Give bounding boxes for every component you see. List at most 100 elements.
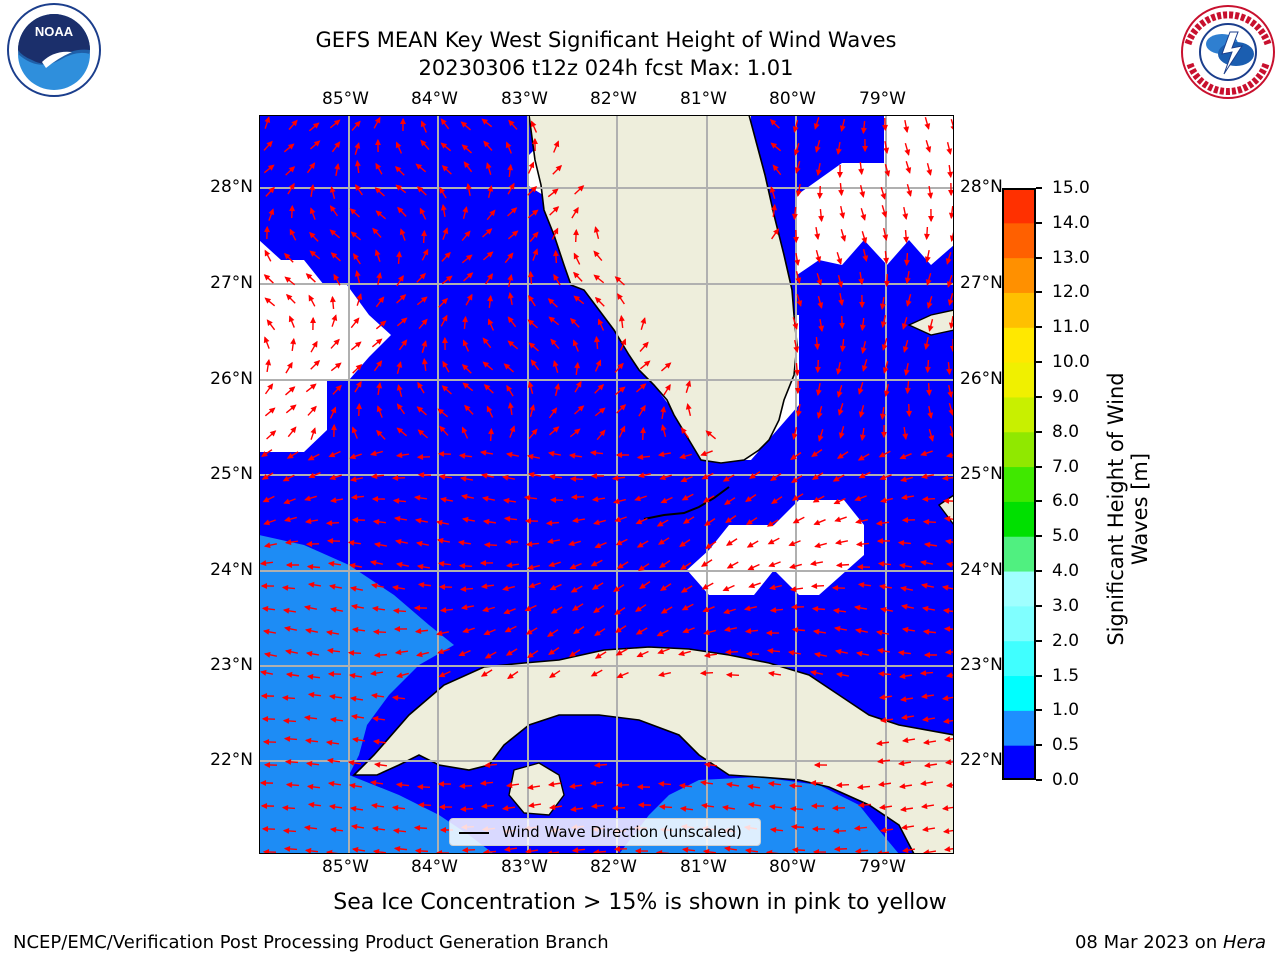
wave-direction-arrowhead xyxy=(396,427,404,434)
colorbar-frame xyxy=(1002,188,1036,780)
wave-direction-arrowhead xyxy=(614,276,622,283)
colorbar-segment xyxy=(1002,396,1036,433)
wave-direction-arrowhead xyxy=(441,314,448,322)
wave-direction-arrowhead xyxy=(919,670,927,677)
wave-direction-arrowhead xyxy=(902,346,909,353)
wave-direction-arrowhead xyxy=(791,495,799,501)
wave-direction-arrowhead xyxy=(791,846,799,853)
wave-direction-arrowhead xyxy=(459,475,467,482)
wave-direction-arrowhead xyxy=(306,563,314,570)
wave-direction-arrowhead xyxy=(265,358,272,366)
wave-direction-arrowhead xyxy=(370,582,378,589)
wave-direction-arrowhead xyxy=(529,404,536,411)
wave-direction-arrowhead xyxy=(351,736,359,743)
wave-direction-arrowhead xyxy=(812,496,820,503)
lat-tick-left-25n: 25°N xyxy=(210,464,253,484)
wave-direction-arrowhead xyxy=(922,739,930,746)
wave-direction-arrowhead xyxy=(877,670,885,677)
wave-direction-arrowhead xyxy=(925,279,932,286)
map-title: GEFS MEAN Key West Significant Height of… xyxy=(315,28,897,52)
wave-direction-arrowhead xyxy=(548,561,555,568)
wave-direction-arrowhead xyxy=(329,606,337,613)
wave-direction-arrowhead xyxy=(305,650,313,657)
lat-tick-left-24n: 24°N xyxy=(210,560,253,580)
wave-direction-arrowhead xyxy=(568,540,575,547)
wave-direction-arrowhead xyxy=(573,628,580,635)
wave-direction-arrowhead xyxy=(942,828,950,835)
wave-direction-arrowhead xyxy=(876,647,884,654)
wave-direction-arrowhead xyxy=(394,649,402,656)
map-legend: Wind Wave Direction (unscaled) xyxy=(449,818,761,846)
wave-direction-arrowhead xyxy=(881,344,888,351)
wave-direction-arrowhead xyxy=(375,338,383,345)
wave-direction-arrowhead xyxy=(305,760,313,767)
wave-direction-arrowhead xyxy=(487,318,494,326)
legend-label: Wind Wave Direction (unscaled) xyxy=(502,823,742,841)
wave-direction-arrowhead xyxy=(370,450,377,457)
wave-direction-arrowhead xyxy=(483,140,490,148)
wave-direction-arrowhead xyxy=(330,252,338,259)
wave-direction-arrowhead xyxy=(376,271,383,279)
wave-direction-arrowhead xyxy=(664,362,672,369)
lon-tick-bottom-80w: 80°W xyxy=(769,857,816,877)
wave-direction-arrowhead xyxy=(790,823,798,830)
wave-direction-arrowhead xyxy=(590,473,598,479)
wave-direction-arrowhead xyxy=(461,144,469,151)
wave-direction-arrowhead xyxy=(835,368,842,376)
wave-direction-arrowhead xyxy=(903,236,910,244)
wave-direction-arrowhead xyxy=(923,652,931,658)
wave-direction-arrowhead xyxy=(619,404,627,411)
lon-tick-top-79w: 79°W xyxy=(859,89,906,109)
wave-direction-arrowhead xyxy=(928,435,935,442)
wave-direction-arrowhead xyxy=(875,740,883,747)
wave-direction-arrowhead xyxy=(948,189,954,197)
wave-direction-arrowhead xyxy=(282,607,290,614)
wave-direction-arrowhead xyxy=(703,629,710,636)
wave-direction-arrowhead xyxy=(437,408,445,415)
colorbar-segment xyxy=(1002,640,1036,677)
wave-direction-arrowhead xyxy=(924,366,931,374)
wave-direction-arrowhead xyxy=(482,361,490,368)
wave-direction-arrowhead xyxy=(548,316,556,323)
wave-direction-arrowhead xyxy=(416,563,424,570)
wave-direction-arrowhead xyxy=(439,607,447,614)
wave-direction-arrowhead xyxy=(635,606,642,612)
wave-direction-arrowhead xyxy=(552,249,559,257)
wave-direction-arrowhead xyxy=(420,120,427,128)
wave-direction-arrowhead xyxy=(391,694,399,701)
wave-direction-arrowhead xyxy=(445,275,453,282)
wave-direction-arrowhead xyxy=(903,369,910,377)
wave-direction-arrowhead xyxy=(396,403,403,410)
wave-direction-arrowhead xyxy=(680,586,688,593)
wave-direction-arrowhead xyxy=(483,384,491,391)
wave-direction-arrowhead xyxy=(590,560,598,567)
wave-direction-arrowhead xyxy=(767,780,775,787)
wave-direction-arrowhead xyxy=(263,519,271,526)
wave-direction-arrowhead xyxy=(597,383,605,391)
wave-direction-arrowhead xyxy=(508,182,515,190)
wave-direction-arrowhead xyxy=(614,627,622,633)
colorbar-segment xyxy=(1002,605,1036,642)
wave-direction-arrowhead xyxy=(285,293,293,301)
wave-direction-arrowhead xyxy=(309,183,316,191)
wave-direction-arrowhead xyxy=(637,802,645,808)
wave-direction-arrowhead xyxy=(880,321,887,328)
wave-direction-arrowhead xyxy=(568,452,576,459)
wave-direction-arrowhead xyxy=(860,214,867,221)
wave-direction-arrowhead xyxy=(899,806,907,813)
wave-direction-arrowhead xyxy=(552,227,559,235)
wave-direction-arrowhead xyxy=(438,473,446,480)
wave-direction-arrowhead xyxy=(329,295,336,303)
wave-direction-arrowhead xyxy=(920,693,928,700)
wave-direction-arrowhead xyxy=(373,761,381,768)
wave-direction-arrowhead xyxy=(504,539,512,545)
wave-direction-arrowhead xyxy=(379,320,387,327)
lat-tick-left-22n: 22°N xyxy=(210,750,253,770)
wave-direction-arrowhead xyxy=(307,691,315,698)
wave-direction-arrowhead xyxy=(876,538,884,544)
wave-direction-arrowhead xyxy=(284,539,292,546)
wave-direction-arrowhead xyxy=(855,650,863,657)
wave-direction-arrowhead xyxy=(442,227,449,235)
colorbar-tick-mark xyxy=(1036,361,1042,364)
wave-direction-arrowhead xyxy=(793,346,800,353)
